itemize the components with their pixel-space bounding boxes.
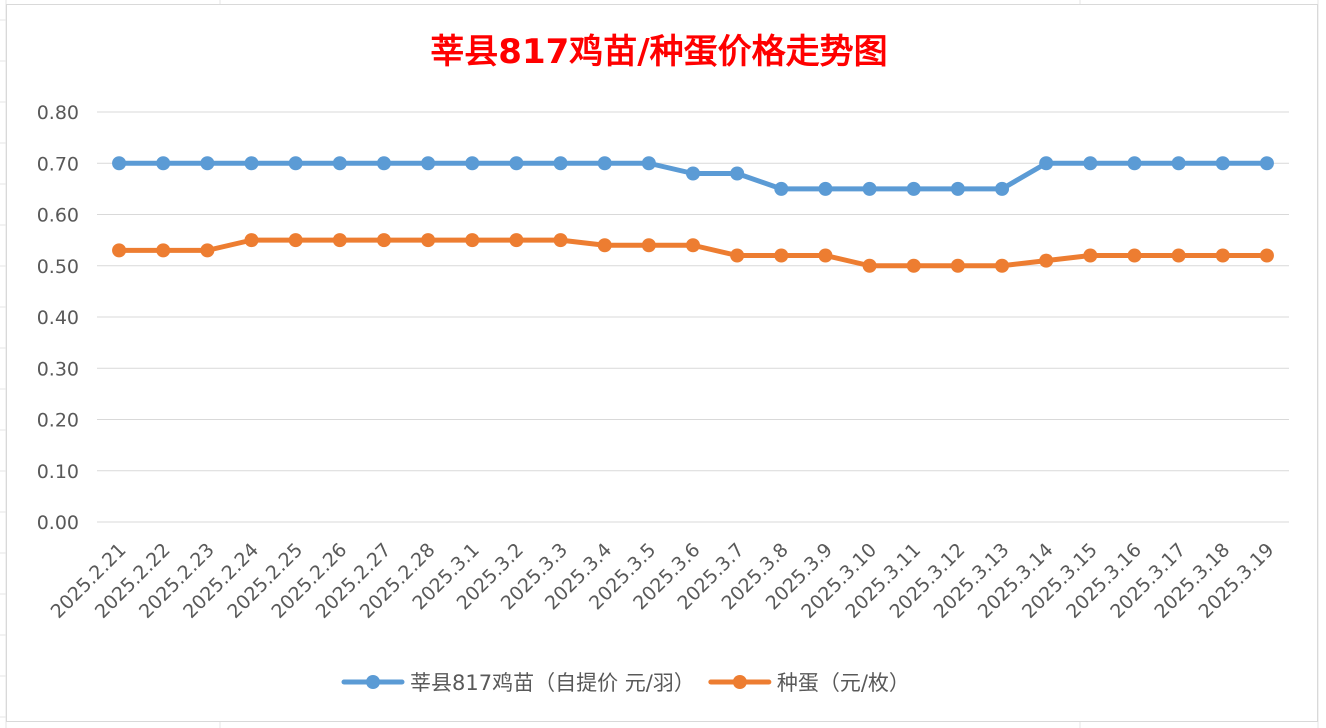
legend-marker	[366, 675, 380, 689]
y-tick-label: 0.00	[37, 512, 79, 534]
data-point	[288, 156, 303, 171]
y-tick-label: 0.70	[37, 153, 79, 175]
chart-area: 0.00 0.10 0.20 0.30 0.40 0.50 0.60 0.70 0.80 202…	[6, 4, 1318, 722]
y-axis-ticks: 0.00 0.10 0.20 0.30 0.40 0.50 0.60 0.70 0.80	[37, 102, 79, 534]
data-point	[1215, 156, 1230, 171]
data-point	[730, 248, 745, 263]
data-point	[818, 181, 833, 196]
legend-item-1: 莘县817鸡苗（自提价 元/羽）	[341, 671, 695, 695]
data-point	[1083, 248, 1098, 263]
data-point	[200, 156, 215, 171]
data-point	[1039, 156, 1054, 171]
line-chart: 0.00 0.10 0.20 0.30 0.40 0.50 0.60 0.70 0.80 202…	[37, 32, 1289, 695]
data-point	[509, 156, 524, 171]
data-point	[465, 156, 480, 171]
data-point	[686, 166, 700, 181]
data-point	[421, 233, 436, 248]
legend-label: 莘县817鸡苗（自提价 元/羽）	[410, 671, 695, 695]
y-tick-label: 0.30	[37, 358, 79, 380]
y-tick-label: 0.80	[37, 102, 79, 124]
data-point	[1039, 253, 1054, 268]
gridlines	[97, 111, 1289, 523]
data-point	[906, 258, 921, 273]
data-point	[686, 238, 700, 253]
data-point	[112, 156, 127, 171]
data-point	[641, 238, 656, 253]
data-point	[995, 258, 1010, 273]
data-point	[950, 258, 965, 273]
y-tick-label: 0.60	[37, 205, 79, 227]
data-point	[818, 248, 833, 263]
data-point	[995, 181, 1010, 196]
data-point	[950, 181, 965, 196]
series-1	[112, 156, 1274, 196]
data-point	[156, 243, 171, 258]
series-2	[112, 233, 1274, 273]
data-point	[862, 181, 877, 196]
data-point	[774, 181, 789, 196]
data-point	[553, 233, 568, 248]
data-point	[553, 156, 568, 171]
data-point	[332, 156, 347, 171]
data-point	[1127, 156, 1142, 171]
data-point	[421, 156, 436, 171]
data-point	[730, 166, 745, 181]
data-point	[1259, 156, 1274, 171]
data-point	[1083, 156, 1098, 171]
data-point	[376, 156, 391, 171]
series-layer	[112, 156, 1274, 273]
data-point	[597, 156, 612, 171]
data-point	[862, 258, 877, 273]
data-point	[1171, 156, 1186, 171]
data-point	[332, 233, 347, 248]
data-point	[244, 233, 259, 248]
data-point	[774, 248, 789, 263]
data-point	[1259, 248, 1274, 263]
data-point	[1171, 248, 1186, 263]
data-point	[288, 233, 303, 248]
data-point	[597, 238, 612, 253]
data-point	[376, 233, 391, 248]
x-axis-ticks: 2025.2.212025.2.222025.2.232025.2.242025…	[47, 539, 1279, 623]
data-point	[906, 181, 921, 196]
data-point	[244, 156, 259, 171]
data-point	[1215, 248, 1230, 263]
data-point	[1127, 248, 1142, 263]
data-point	[641, 156, 656, 171]
y-tick-label: 0.20	[37, 410, 79, 432]
data-point	[200, 243, 215, 258]
legend-item-2: 种蛋（元/枚）	[708, 671, 910, 695]
y-tick-label: 0.40	[37, 307, 79, 329]
data-point	[112, 243, 127, 258]
legend-label: 种蛋（元/枚）	[777, 671, 910, 695]
chart-title: 莘县817鸡苗/种蛋价格走势图	[430, 32, 887, 72]
data-point	[156, 156, 171, 171]
legend-marker	[732, 675, 747, 689]
legend: 莘县817鸡苗（自提价 元/羽） 种蛋（元/枚）	[341, 671, 910, 695]
y-tick-label: 0.50	[37, 256, 79, 278]
data-point	[509, 233, 524, 248]
y-tick-label: 0.10	[37, 461, 79, 483]
data-point	[465, 233, 480, 248]
